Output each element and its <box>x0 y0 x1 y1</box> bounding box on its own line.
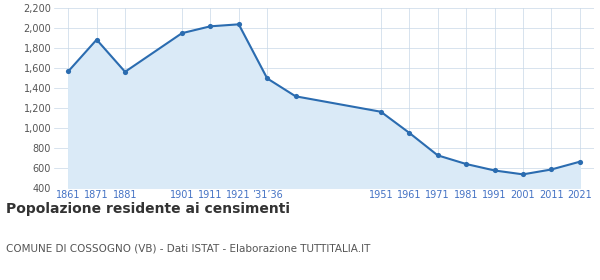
Point <box>461 162 471 166</box>
Point <box>547 167 556 172</box>
Point <box>518 172 528 177</box>
Point <box>376 109 386 114</box>
Point <box>433 153 442 158</box>
Point <box>291 94 301 99</box>
Point <box>92 38 101 42</box>
Point <box>490 168 499 173</box>
Text: COMUNE DI COSSOGNO (VB) - Dati ISTAT - Elaborazione TUTTITALIA.IT: COMUNE DI COSSOGNO (VB) - Dati ISTAT - E… <box>6 244 370 254</box>
Point <box>262 76 272 81</box>
Point <box>64 69 73 74</box>
Point <box>234 22 244 27</box>
Point <box>177 31 187 36</box>
Text: Popolazione residente ai censimenti: Popolazione residente ai censimenti <box>6 202 290 216</box>
Point <box>575 160 584 164</box>
Point <box>206 24 215 29</box>
Point <box>120 69 130 74</box>
Point <box>404 130 414 135</box>
